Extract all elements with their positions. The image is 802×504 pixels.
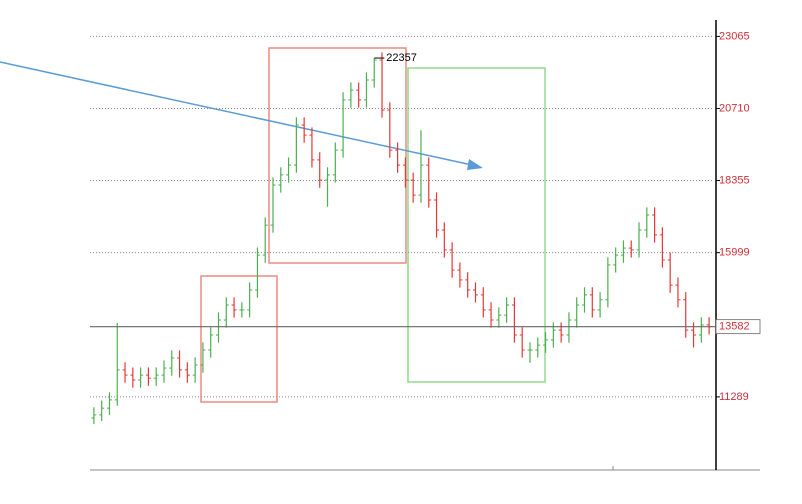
y-tick-label: 20710 [719, 102, 750, 114]
drawings [0, 47, 546, 403]
y-tick-label: 15999 [719, 247, 750, 259]
y-tick-label: 18355 [719, 174, 750, 186]
trend-arrow [0, 61, 473, 166]
y-tick-label: 23065 [719, 30, 750, 42]
highlight-box [407, 67, 546, 383]
highlight-box [268, 47, 407, 264]
y-tick-label: 11289 [719, 391, 749, 403]
last-price-box [715, 319, 761, 335]
highlight-box [200, 275, 278, 403]
trend-arrow-head [467, 159, 483, 170]
last-price-label: 13582 [719, 321, 750, 333]
max-marker-label: 22357 [386, 52, 417, 64]
bars [91, 52, 712, 425]
